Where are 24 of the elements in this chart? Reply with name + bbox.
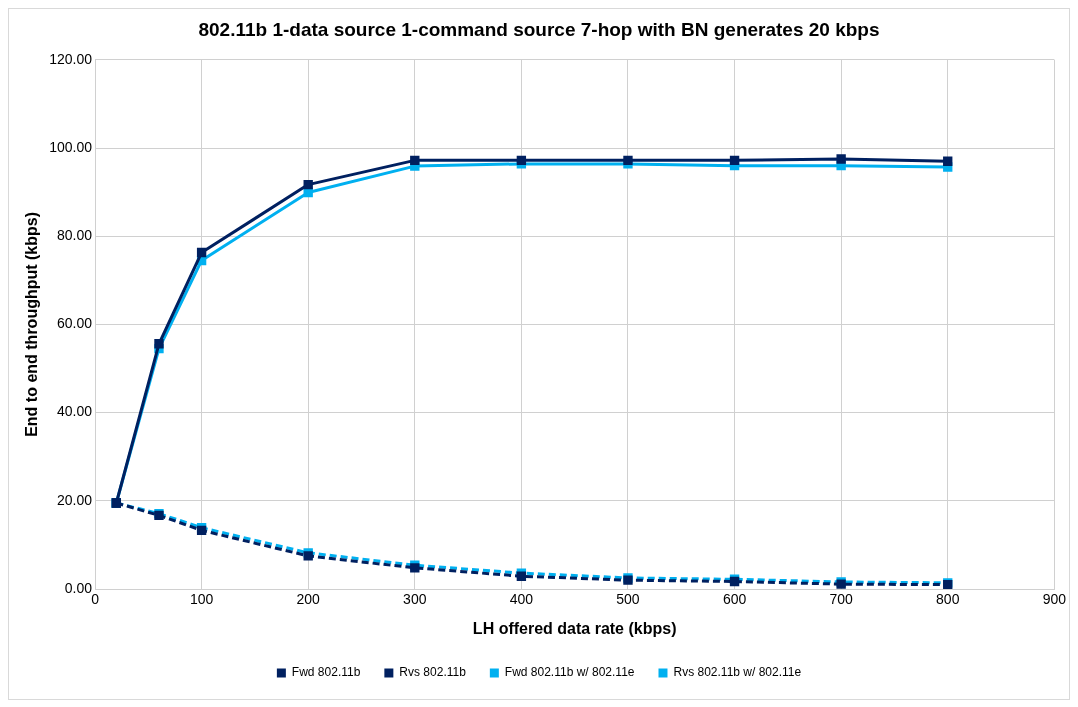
- x-tick-label: 600: [722, 591, 747, 608]
- chart-title: 802.11b 1-data source 1-command source 7-hop with BN generates 20 kbps: [198, 18, 880, 40]
- legend-label: Rvs 802.11b w/ 802.11e: [673, 665, 802, 680]
- x-tick-label: 800: [936, 591, 960, 608]
- x-tick-label: 100: [189, 591, 214, 608]
- y-tick-label: 100.00: [49, 138, 93, 155]
- x-tick-label: 900: [1042, 591, 1067, 608]
- legend-label: Rvs 802.11b: [399, 665, 467, 680]
- x-tick-label: 400: [509, 591, 534, 608]
- y-axis-title: End to end throughput (kbps): [23, 211, 41, 437]
- legend-label: Fwd 802.11b w/ 802.11e: [504, 665, 635, 680]
- y-tick-label: 20.00: [56, 491, 93, 508]
- x-axis-title: LH offered data rate (kbps): [472, 619, 677, 637]
- x-tick-label: 0: [91, 591, 100, 608]
- y-tick-label: 60.00: [56, 315, 93, 332]
- x-tick-label: 300: [403, 591, 427, 608]
- x-tick-label: 700: [829, 591, 854, 608]
- y-tick-label: 80.00: [56, 227, 93, 244]
- x-tick-label: 200: [296, 591, 321, 608]
- y-tick-label: 40.00: [56, 403, 93, 420]
- x-tick-label: 500: [616, 591, 640, 608]
- legend-label: Fwd 802.11b: [291, 665, 361, 680]
- y-tick-label: 120.00: [49, 50, 93, 67]
- y-tick-label: 0.00: [64, 579, 93, 596]
